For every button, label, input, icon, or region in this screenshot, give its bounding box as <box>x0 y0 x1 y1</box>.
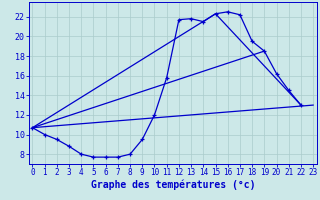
X-axis label: Graphe des températures (°c): Graphe des températures (°c) <box>91 180 255 190</box>
